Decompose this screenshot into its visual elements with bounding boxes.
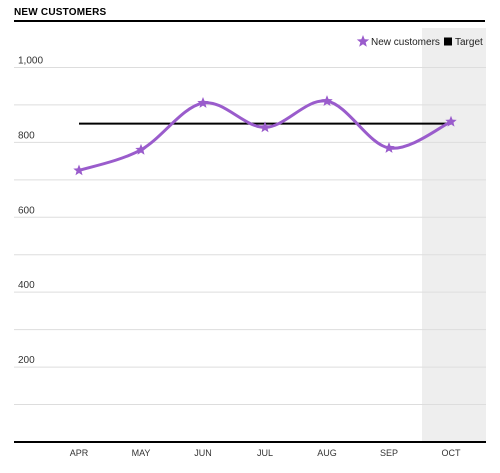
legend-target-square-icon xyxy=(444,37,452,46)
series-layer xyxy=(73,95,457,176)
data-point-star-marker xyxy=(197,97,209,108)
x-tick-label: MAY xyxy=(132,448,151,458)
chart-title: NEW CUSTOMERS xyxy=(14,7,107,18)
data-point-star-marker xyxy=(445,115,457,127)
y-tick-label: 400 xyxy=(18,280,35,291)
x-tick-label: APR xyxy=(70,448,89,458)
x-tick-label: JUL xyxy=(257,448,273,458)
data-point-star-marker xyxy=(73,164,85,176)
y-tick-label: 800 xyxy=(18,130,35,141)
y-tick-labels: 200 400 600 800 1,000 xyxy=(18,55,43,366)
legend: New customers Target xyxy=(356,35,483,48)
x-tick-label: OCT xyxy=(442,448,462,458)
x-tick-labels: APR MAY JUN JUL AUG SEP OCT xyxy=(70,448,461,458)
data-point-star-marker xyxy=(259,121,271,133)
y-tick-label: 1,000 xyxy=(18,55,43,66)
title-rule xyxy=(14,20,485,22)
series-line-new-customers xyxy=(77,99,453,172)
y-tick-label: 200 xyxy=(18,355,35,366)
x-tick-label: SEP xyxy=(380,448,398,458)
legend-label-new-customers: New customers xyxy=(371,37,440,48)
legend-new-customers-star-icon xyxy=(356,35,370,47)
data-point-star-marker xyxy=(383,141,395,153)
data-point-star-marker xyxy=(321,95,333,107)
data-point-star-marker xyxy=(135,143,147,155)
highlight-band xyxy=(422,28,486,442)
legend-label-target: Target xyxy=(455,37,483,48)
y-tick-label: 600 xyxy=(18,205,35,216)
x-tick-label: JUN xyxy=(194,448,212,458)
x-tick-label: AUG xyxy=(317,448,337,458)
gridlines xyxy=(14,66,486,406)
